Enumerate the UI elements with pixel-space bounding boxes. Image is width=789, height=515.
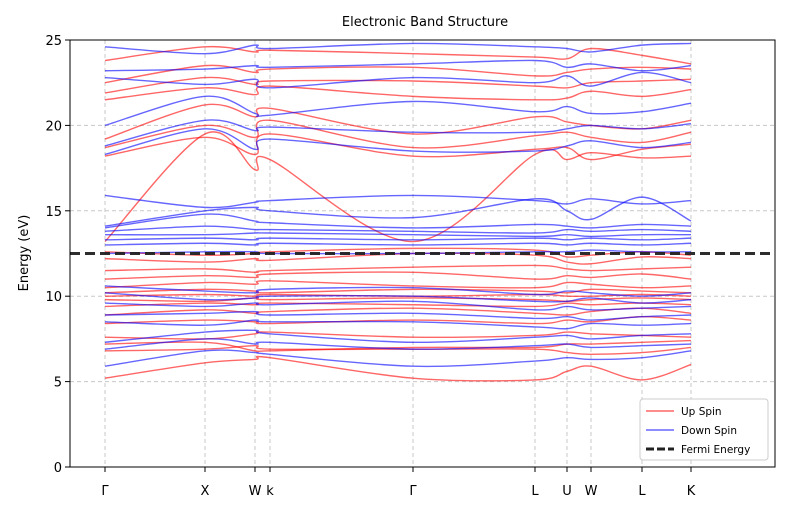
up-spin-band-19 [104,85,692,101]
down-spin-band-20 [104,59,692,72]
down-spin-band-2 [104,329,692,344]
chart-title: Electronic Band Structure [342,15,508,30]
up-spin-band-12 [104,264,692,274]
up-spin-band-8 [104,293,692,298]
y-tick-label-1: 5 [54,376,62,391]
y-tick-label-3: 15 [45,205,62,220]
up-spin-band-6 [104,302,692,308]
down-spin-band-0 [104,349,692,368]
x-tick-label-7: W [585,484,598,499]
plot-frame [69,39,776,468]
down-spin-band-10 [104,237,692,241]
down-spin-band-8 [104,249,692,255]
x-tick-label-8: L [638,484,646,499]
down-spin-band-13 [104,213,692,229]
down-spin-band-18 [104,95,692,127]
down-spin-band-5 [104,300,692,311]
down-spin-band-12 [104,225,692,234]
x-tick-label-0: Γ [101,484,109,499]
up-spin-band-17 [104,119,692,149]
up-spin-band-10 [104,280,692,289]
x-tick-label-5: L [531,484,539,499]
up-spin-band-20 [104,76,692,94]
legend-label-1: Down Spin [681,425,737,437]
down-spin-band-9 [104,242,692,246]
up-spin-band-0 [104,355,692,382]
down-spin-band-21 [104,42,692,55]
down-spin-band-6 [104,292,692,304]
y-tick-label-0: 0 [54,461,62,476]
down-spin-band-15 [104,194,692,209]
up-spin-band-4 [104,315,692,325]
x-tick-label-2: W [249,484,262,499]
down-spin-band-3 [104,319,692,330]
x-tick-label-6: U [562,484,572,499]
up-spin-band-11 [104,271,692,280]
down-spin-band-11 [104,232,692,238]
x-tick-label-3: k [266,484,274,499]
down-spin-band-1 [104,338,692,350]
down-spin-band-7 [104,285,692,297]
down-spin-band-16 [104,128,692,156]
legend-box [639,398,769,461]
x-tick-label-4: Γ [409,484,417,499]
x-tick-label-1: X [201,484,210,499]
y-tick-label-4: 20 [45,119,62,134]
y-tick-label-2: 10 [45,290,62,305]
up-spin-band-22 [104,45,692,65]
legend-label-2: Fermi Energy [681,444,750,456]
up-spin-band-2 [104,339,692,353]
down-spin-band-14 [104,196,692,227]
x-tick-label-9: K [687,484,696,499]
up-spin-band-16 [104,133,692,161]
down-spin-band-19 [104,71,692,89]
up-spin-band-15 [104,131,692,243]
up-spin-band-21 [104,64,692,84]
down-spin-band-17 [104,119,692,147]
legend: Up Spin Down Spin Fermi Energy [639,398,769,461]
up-spin-band-3 [104,331,692,340]
y-axis: 0 5 10 15 20 25 [45,34,70,476]
y-axis-label: Energy (eV) [17,215,32,292]
bands-layer [104,42,692,382]
down-spin-band-4 [104,310,692,321]
legend-label-0: Up Spin [681,406,722,418]
y-tick-label-5: 25 [45,34,62,49]
